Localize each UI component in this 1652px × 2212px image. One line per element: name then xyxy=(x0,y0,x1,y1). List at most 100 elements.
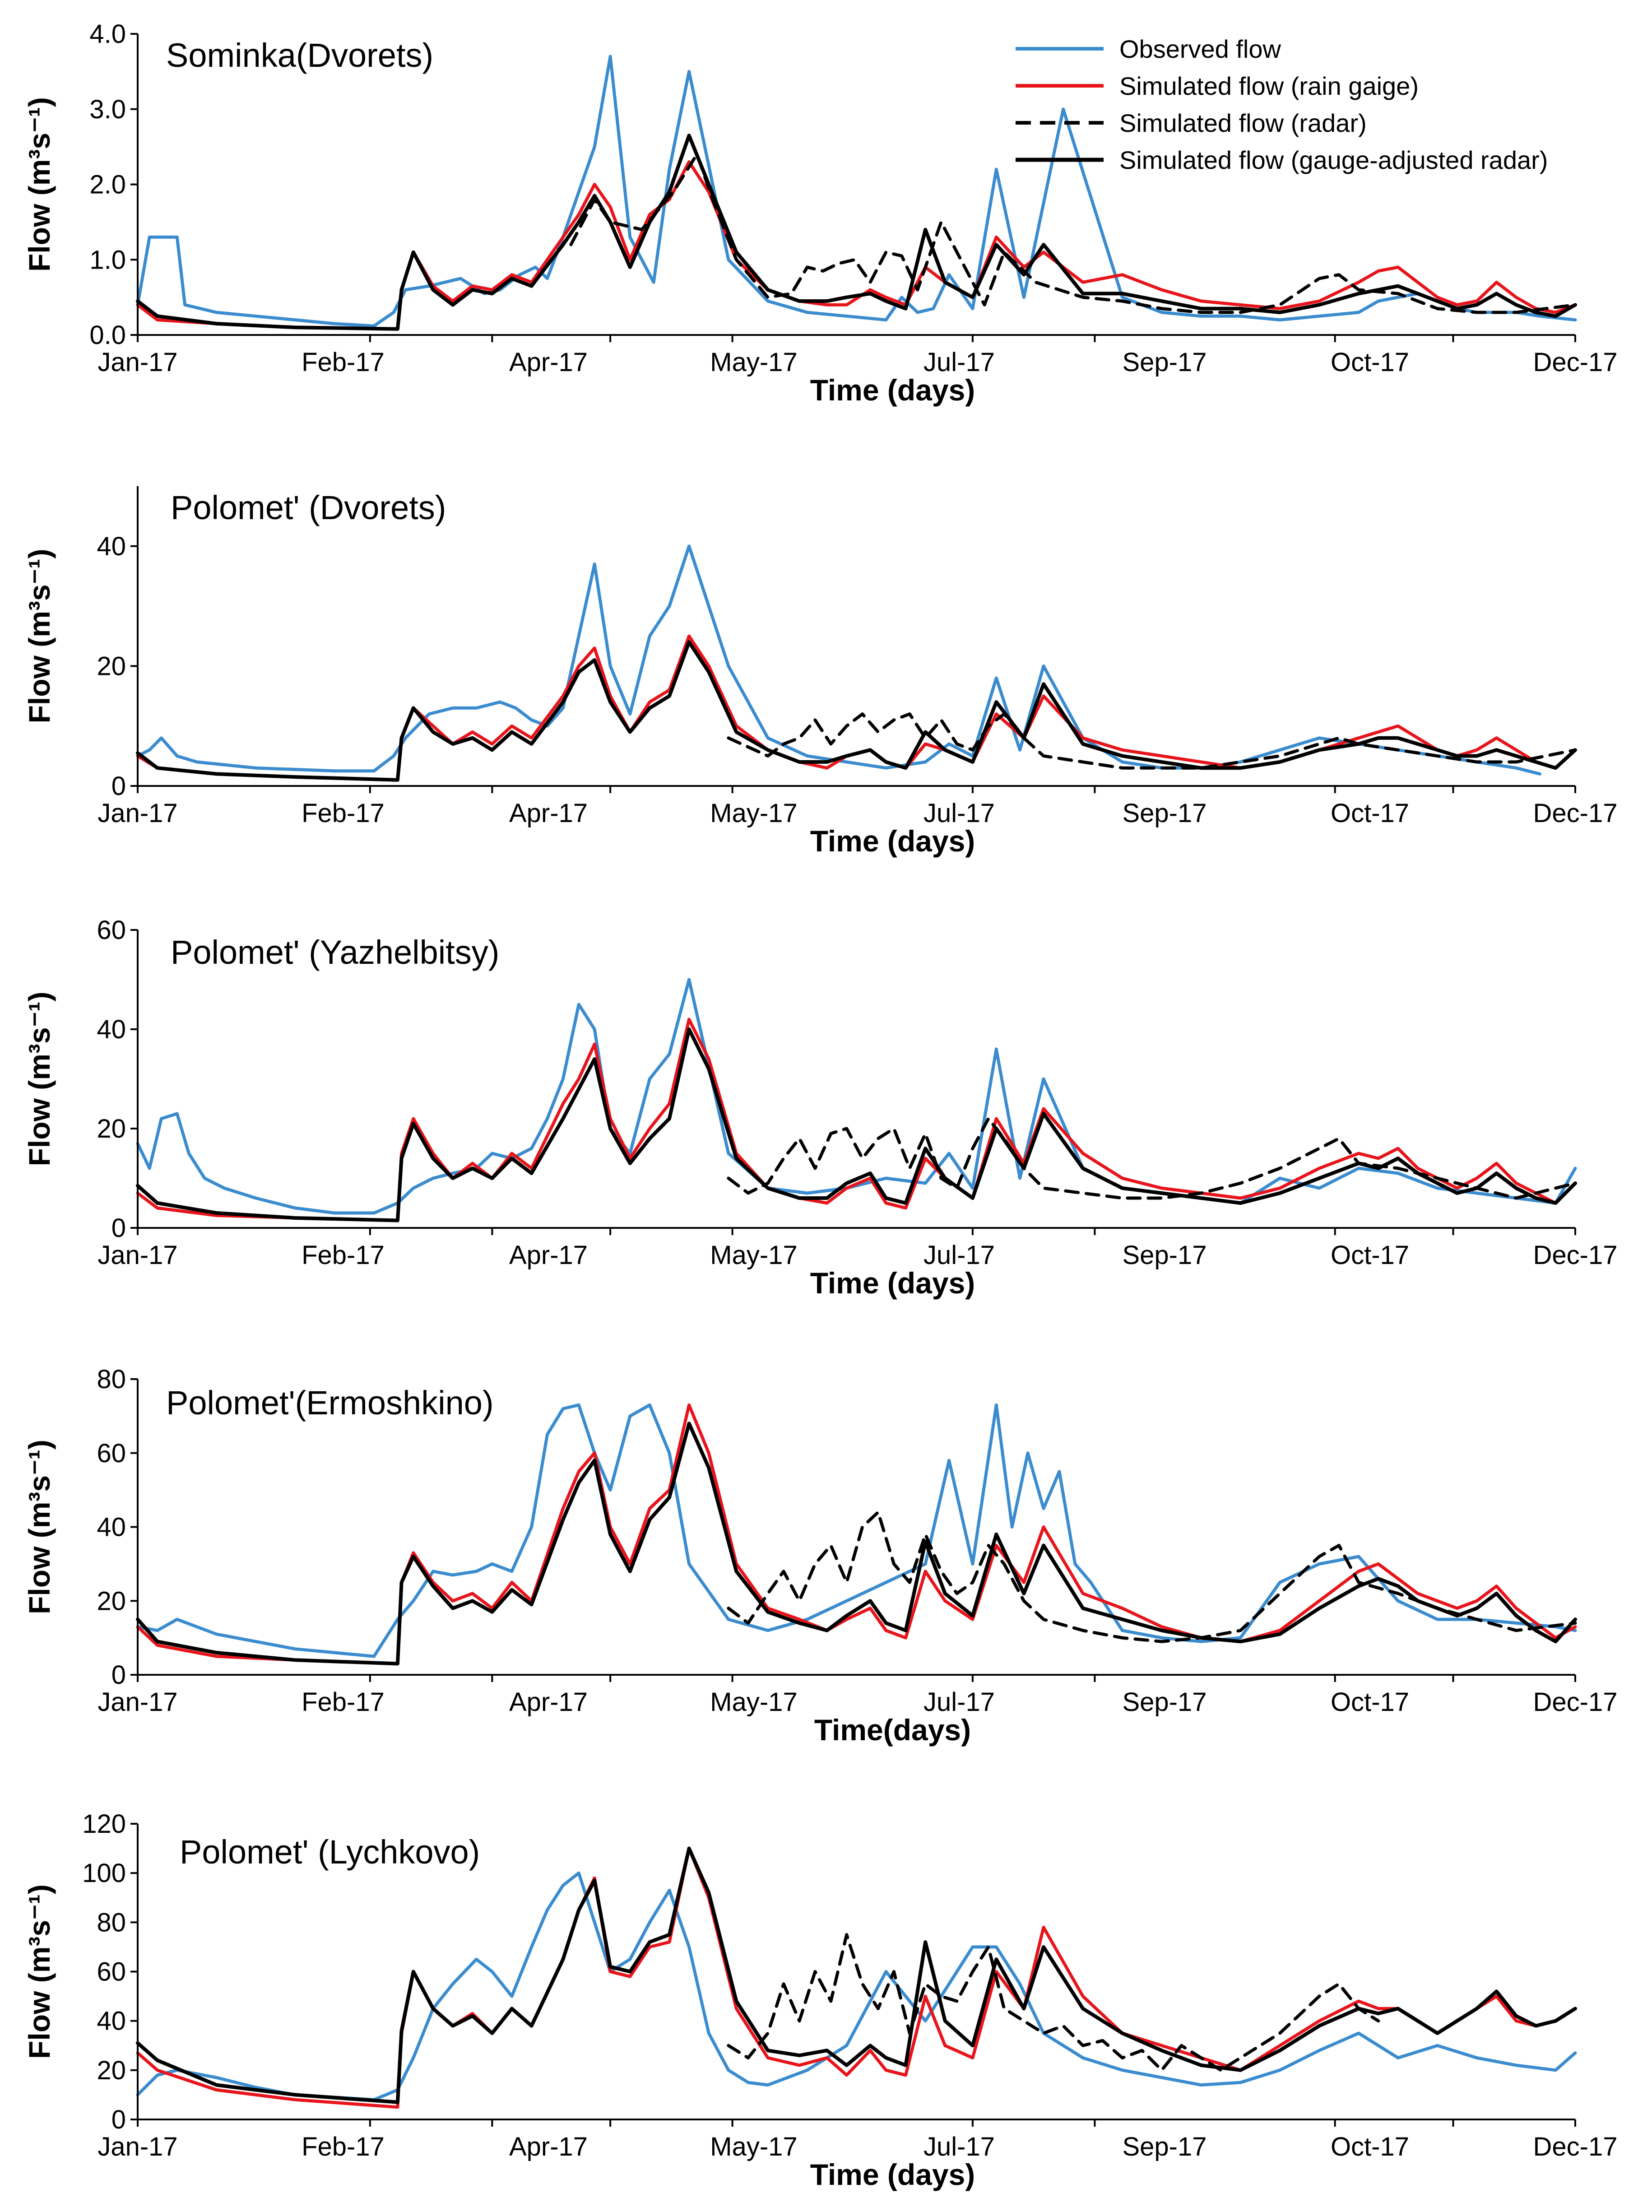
legend-item-radar: Simulated flow (radar) xyxy=(1016,109,1367,137)
panel-title: Polomet' (Dvorets) xyxy=(171,489,446,526)
chart-panel-5: 0 20 40 60 80 100 120 Jan-17 Feb-17 Apr-17 May-17 J… xyxy=(23,1809,1617,2191)
x-tick-label: May-17 xyxy=(710,2132,797,2161)
y-axis-title: Flow (m³s⁻¹) xyxy=(23,97,56,272)
series-line-gauge xyxy=(136,1403,1577,1665)
chart-panel-1: 0.0 1.0 2.0 3.0 4.0 Jan-17 Feb-17 Apr-17 May-17 J… xyxy=(23,19,1617,407)
x-tick-label: May-17 xyxy=(710,1241,797,1270)
y-axis-title: Flow (m³s⁻¹) xyxy=(23,1440,56,1614)
y-tick-label: 0 xyxy=(111,1660,126,1690)
y-tick-label: 60 xyxy=(97,1439,126,1468)
x-tick-label: Apr-17 xyxy=(509,2132,588,2161)
y-tick-label: 0 xyxy=(111,1213,126,1243)
x-tick-label: Jan-17 xyxy=(97,799,177,828)
x-tick-label: Oct-17 xyxy=(1331,1241,1409,1270)
y-tick-label: 0 xyxy=(111,2105,126,2134)
x-tick-label: Jul-17 xyxy=(923,2132,995,2161)
y-tick-label: 2.0 xyxy=(89,170,126,200)
x-tick-label: Apr-17 xyxy=(509,348,588,377)
x-tick-label: Oct-17 xyxy=(1331,348,1409,377)
series-line-adjusted xyxy=(136,1846,1577,2104)
chart-panel-2: 0 20 40 Jan-17 Feb-17 Apr-17 May-17 Jul-17 Sep-1… xyxy=(23,486,1617,858)
x-tick-label: Jul-17 xyxy=(923,348,995,377)
series-line-gauge xyxy=(136,1018,1577,1222)
x-tick-label: Feb-17 xyxy=(302,2132,385,2161)
legend-item-observed: Observed flow xyxy=(1016,35,1281,63)
legend-item-adjusted: Simulated flow (gauge-adjusted radar) xyxy=(1016,146,1548,174)
y-tick-label: 80 xyxy=(97,1908,126,1937)
legend-label: Observed flow xyxy=(1119,35,1281,63)
series-line-adjusted xyxy=(136,640,1577,782)
x-tick-label: Jul-17 xyxy=(923,1241,995,1270)
y-tick-label: 60 xyxy=(97,1957,126,1987)
y-tick-label: 0 xyxy=(111,771,126,801)
y-tick-label: 100 xyxy=(82,1859,126,1888)
series-line-adjusted xyxy=(136,1422,1577,1666)
series-line-adjusted xyxy=(136,1027,1577,1222)
y-tick-label: 20 xyxy=(97,1586,126,1616)
x-tick-label: Feb-17 xyxy=(302,1241,385,1270)
y-tick-label: 60 xyxy=(97,915,126,945)
y-tick-label: 20 xyxy=(97,1114,126,1143)
x-tick-label: Dec-17 xyxy=(1533,1241,1618,1270)
x-tick-label: Apr-17 xyxy=(509,1687,588,1717)
series-line-radar xyxy=(727,1510,1577,1643)
series-line-observed xyxy=(136,1871,1577,2101)
x-tick-label: Sep-17 xyxy=(1122,348,1207,377)
x-axis-title: Time(days) xyxy=(814,1713,971,1747)
panel-title: Polomet'(Ermoshkino) xyxy=(166,1384,494,1422)
y-tick-label: 40 xyxy=(97,2007,126,2036)
series-line-radar xyxy=(569,153,1577,314)
y-tick-label: 20 xyxy=(97,2056,126,2085)
y-tick-label: 20 xyxy=(97,651,126,681)
x-tick-label: Jan-17 xyxy=(97,1241,177,1270)
y-tick-label: 1.0 xyxy=(89,245,126,274)
x-tick-label: Dec-17 xyxy=(1533,1687,1618,1717)
y-tick-label: 120 xyxy=(82,1809,126,1839)
y-axis-title: Flow (m³s⁻¹) xyxy=(23,992,56,1166)
x-tick-label: Sep-17 xyxy=(1122,2132,1207,2161)
legend-label: Simulated flow (radar) xyxy=(1119,109,1367,137)
x-tick-label: Apr-17 xyxy=(509,799,588,828)
y-tick-label: 40 xyxy=(97,1513,126,1542)
x-tick-label: Oct-17 xyxy=(1331,1687,1409,1717)
x-tick-label: Sep-17 xyxy=(1122,799,1207,828)
x-tick-label: Jan-17 xyxy=(97,348,177,377)
series-line-observed xyxy=(136,55,1577,328)
y-tick-label: 0.0 xyxy=(89,321,126,350)
legend-item-gauge: Simulated flow (rain gaige) xyxy=(1016,72,1419,100)
x-axis-title: Time (days) xyxy=(810,824,975,858)
x-axis-title: Time (days) xyxy=(810,2158,975,2191)
panel-title: Polomet' (Lychkovo) xyxy=(180,1833,480,1871)
series-line-radar xyxy=(727,1933,1380,2072)
series-line-gauge xyxy=(136,160,1577,331)
x-tick-label: Dec-17 xyxy=(1533,799,1618,828)
x-tick-label: Jan-17 xyxy=(97,2132,177,2161)
x-axis-title: Time (days) xyxy=(810,373,975,407)
x-tick-label: Jan-17 xyxy=(97,1687,177,1717)
y-tick-label: 3.0 xyxy=(89,95,126,124)
series-line-observed xyxy=(136,544,1541,776)
chart-panel-4: 0 20 40 60 80 Jan-17 Feb-17 Apr-17 May-17 Jul-17 S… xyxy=(23,1365,1617,1747)
x-tick-label: Jul-17 xyxy=(923,799,995,828)
x-tick-label: Apr-17 xyxy=(509,1241,588,1270)
x-tick-label: Dec-17 xyxy=(1533,348,1618,377)
x-tick-label: Feb-17 xyxy=(302,1687,385,1717)
x-tick-label: May-17 xyxy=(710,1687,797,1717)
x-tick-label: Sep-17 xyxy=(1122,1241,1207,1270)
x-tick-label: Jul-17 xyxy=(923,1687,995,1717)
legend-label: Simulated flow (rain gaige) xyxy=(1119,72,1419,100)
x-tick-label: Feb-17 xyxy=(302,799,385,828)
legend-label: Simulated flow (gauge-adjusted radar) xyxy=(1119,146,1548,174)
y-axis-title: Flow (m³s⁻¹) xyxy=(23,549,56,724)
y-tick-label: 80 xyxy=(97,1365,126,1394)
x-tick-label: Oct-17 xyxy=(1331,2132,1409,2161)
x-tick-label: Oct-17 xyxy=(1331,799,1409,828)
x-tick-label: Sep-17 xyxy=(1122,1687,1207,1717)
chart-panel-3: 0 20 40 60 Jan-17 Feb-17 Apr-17 May-17 Jul-17 Sep… xyxy=(23,915,1617,1300)
x-axis-title: Time (days) xyxy=(810,1266,975,1300)
y-tick-label: 4.0 xyxy=(89,19,126,49)
x-tick-label: May-17 xyxy=(710,799,797,828)
